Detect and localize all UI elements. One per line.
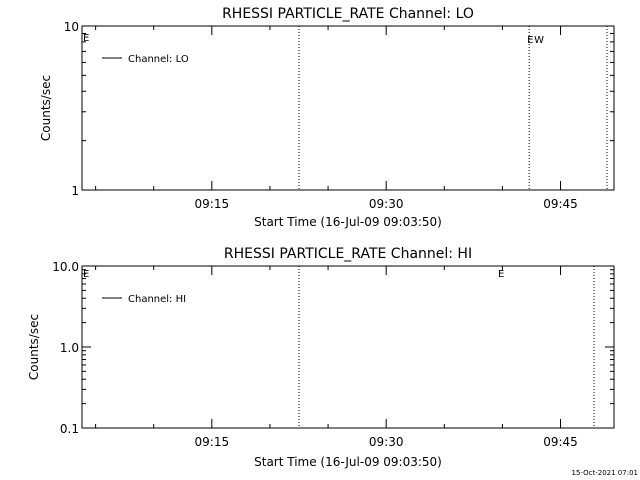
chart-title: RHESSI PARTICLE_RATE Channel: HI	[224, 246, 472, 262]
hi-channel-panel: RHESSI PARTICLE_RATE Channel: HI Start Ti…	[27, 246, 615, 469]
x-tick-label: 09:30	[369, 197, 404, 211]
date-stamp: 15-Oct-2021 07:01	[572, 469, 638, 477]
y-tick-label: 1	[71, 184, 79, 198]
y-tick-label: 10.0	[52, 260, 79, 274]
event-flag-label: E	[83, 33, 89, 44]
event-flag-label: E	[498, 269, 504, 280]
y-axis-label: Counts/sec	[27, 314, 41, 380]
x-axis-label: Start Time (16-Jul-09 09:03:50)	[254, 215, 442, 229]
x-tick-label: 09:45	[543, 435, 578, 449]
y-tick-label: 10	[64, 20, 79, 34]
event-flag-label: E	[83, 269, 89, 280]
x-tick-label: 09:15	[195, 435, 230, 449]
x-tick-label: 09:15	[195, 197, 230, 211]
x-axis-label: Start Time (16-Jul-09 09:03:50)	[254, 455, 442, 469]
y-axis-label: Counts/sec	[39, 75, 53, 141]
legend-label: Channel: LO	[128, 54, 189, 65]
y-tick-label: 0.1	[60, 422, 79, 436]
lo-channel-panel: RHESSI PARTICLE_RATE Channel: LO Start Ti…	[39, 6, 615, 229]
chart-title: RHESSI PARTICLE_RATE Channel: LO	[222, 6, 474, 22]
plot-frame	[81, 25, 615, 191]
x-tick-label: 09:30	[369, 435, 404, 449]
y-tick-label: 1.0	[60, 341, 79, 355]
event-flag-label: E	[527, 35, 533, 46]
event-flag-label: W	[534, 35, 544, 46]
legend-label: Channel: HI	[128, 294, 186, 305]
x-tick-label: 09:45	[543, 197, 578, 211]
